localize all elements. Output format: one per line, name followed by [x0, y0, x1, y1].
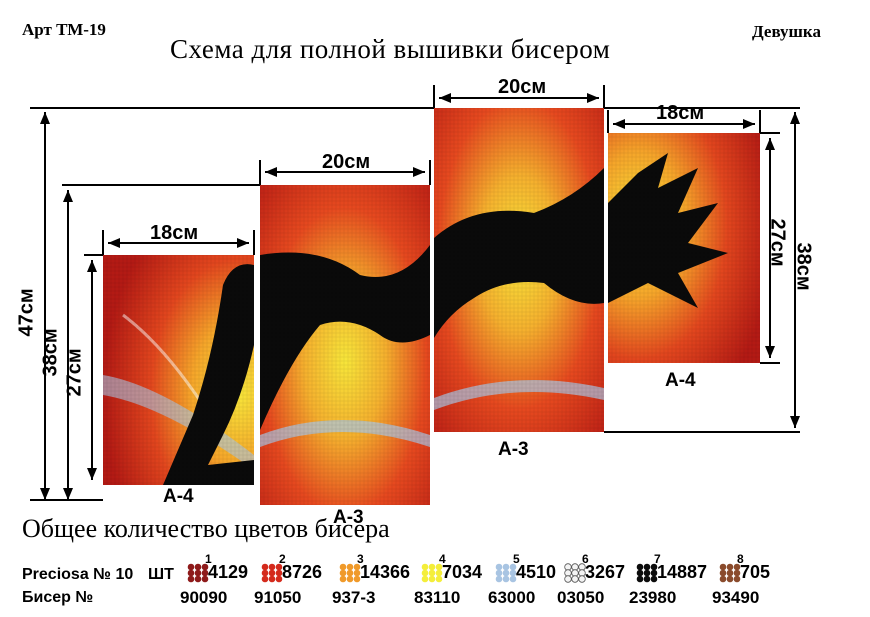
color-count: 7034: [442, 562, 483, 582]
color-count: 14366: [360, 562, 411, 582]
bead-swatch-1: [187, 563, 209, 583]
bead-number: 03050: [557, 588, 605, 607]
panel-1-width-label: 18см: [150, 222, 199, 244]
bead-swatch-3: [339, 563, 361, 583]
color-count: 3267: [585, 562, 626, 582]
panel-3-width-label: 20см: [498, 76, 547, 98]
bead-number: 83110: [414, 588, 461, 607]
unit-label: ШТ: [148, 566, 174, 583]
panel-1-height-label: 27см: [63, 348, 86, 397]
page-title: Схема для полной вышивки бисером: [170, 34, 611, 64]
panel-1-label: А-4: [163, 486, 194, 507]
bead-swatch-7: [636, 563, 658, 583]
color-count: 705: [740, 562, 771, 582]
bead-number: 937-3: [332, 588, 376, 607]
bead-swatch-8: [719, 563, 741, 583]
mid-height-left-label: 38см: [39, 328, 62, 377]
panel-2-width-label: 20см: [322, 151, 371, 173]
panel-3-image: [434, 108, 604, 432]
bead-swatch-5: [495, 563, 517, 583]
article-number: Арт ТМ-19: [22, 20, 106, 39]
panel-2-image: [260, 185, 430, 505]
total-height-right-label: 38см: [792, 242, 815, 291]
bead-number: 93490: [712, 588, 760, 607]
panel-3-label: А-3: [498, 439, 529, 460]
panel-4-label: А-4: [665, 370, 696, 391]
total-height-left-label: 47см: [15, 288, 38, 337]
design-name: Девушка: [752, 22, 821, 41]
color-index: 6: [582, 552, 589, 566]
panel-4-height-label: 27см: [766, 218, 789, 267]
color-index: 2: [279, 552, 286, 566]
panel-1-image: [103, 255, 254, 485]
panel-4-width-label: 18см: [656, 102, 705, 124]
color-count: 14887: [657, 562, 708, 582]
color-count: 8726: [282, 562, 323, 582]
brand-label: Preciosa № 10: [22, 566, 134, 583]
legend-title: Общее количество цветов бисера: [22, 514, 390, 543]
color-index: 7: [654, 552, 661, 566]
panel-2-label: А-3: [333, 507, 364, 528]
bead-number-label: Бисер №: [22, 589, 94, 606]
bead-number: 90090: [180, 588, 228, 607]
color-index: 1: [205, 552, 212, 566]
color-count: 4129: [208, 562, 249, 582]
bead-number: 23980: [629, 588, 677, 607]
panel-4-image: [608, 133, 760, 363]
bead-number: 63000: [488, 588, 536, 607]
color-index: 8: [737, 552, 744, 566]
color-index: 4: [439, 552, 446, 566]
bead-swatch-6: [564, 563, 586, 583]
bead-swatch-4: [421, 563, 443, 583]
bead-swatch-2: [261, 563, 283, 583]
bead-number: 91050: [254, 588, 302, 607]
color-index: 3: [357, 552, 364, 566]
color-index: 5: [513, 552, 520, 566]
color-count: 4510: [516, 562, 557, 582]
